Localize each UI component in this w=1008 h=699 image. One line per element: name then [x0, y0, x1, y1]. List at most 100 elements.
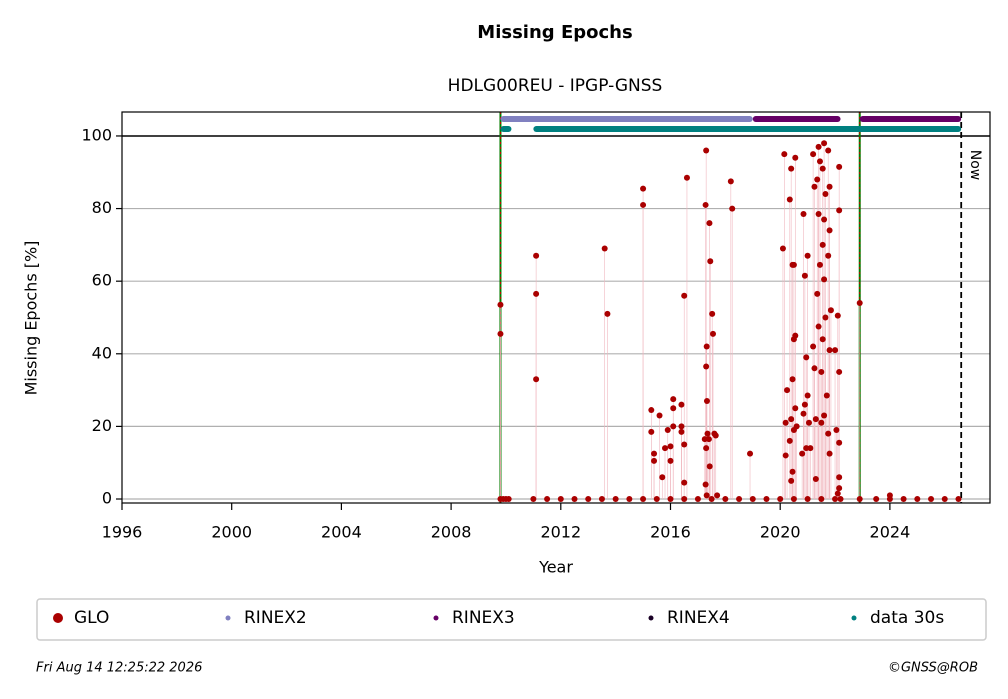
point: [788, 416, 795, 423]
point: [821, 140, 828, 147]
point: [664, 427, 671, 434]
span-bar: [500, 126, 512, 132]
point: [712, 432, 719, 439]
point: [667, 443, 674, 450]
legend-label: data 30s: [870, 608, 944, 628]
point: [702, 201, 709, 208]
point: [955, 496, 962, 503]
point: [788, 165, 795, 172]
point: [836, 439, 843, 446]
point: [667, 457, 674, 464]
point: [786, 196, 793, 203]
point: [800, 211, 807, 218]
legend-marker: [433, 615, 439, 621]
point: [703, 445, 710, 452]
point: [800, 410, 807, 417]
point: [821, 412, 828, 419]
point: [626, 496, 633, 503]
y-tick-label: 100: [81, 125, 112, 144]
point: [799, 450, 806, 457]
point: [678, 428, 685, 435]
legend-box: [36, 598, 987, 641]
point: [886, 496, 893, 503]
point: [805, 419, 812, 426]
x-tick-label: 2024: [870, 523, 911, 542]
y-tick-label: 20: [92, 416, 112, 435]
point: [706, 463, 713, 470]
point: [683, 174, 690, 181]
point: [823, 392, 830, 399]
point: [803, 445, 810, 452]
point: [781, 151, 788, 158]
point: [836, 368, 843, 375]
point: [826, 347, 833, 354]
point: [825, 430, 832, 437]
point: [789, 468, 796, 475]
x-axis-label: Year: [538, 558, 573, 577]
point: [704, 430, 711, 437]
point: [533, 290, 540, 297]
point: [837, 496, 844, 503]
point: [497, 330, 504, 337]
legend-label: RINEX3: [452, 608, 515, 628]
point: [530, 496, 537, 503]
point: [763, 496, 770, 503]
point: [659, 474, 666, 481]
point: [604, 310, 611, 317]
point: [681, 496, 688, 503]
point: [656, 412, 663, 419]
point: [825, 147, 832, 154]
point: [782, 419, 789, 426]
point: [836, 207, 843, 214]
plot-frame: [121, 111, 991, 504]
point: [777, 496, 784, 503]
point: [585, 496, 592, 503]
point: [670, 396, 677, 403]
point: [826, 227, 833, 234]
x-tick-label: 2020: [760, 523, 801, 542]
legend-marker: [851, 615, 857, 621]
point: [801, 401, 808, 408]
point: [801, 272, 808, 279]
y-axis-label: Missing Epochs [%]: [22, 241, 41, 396]
point: [640, 496, 647, 503]
point: [826, 450, 833, 457]
point: [807, 445, 814, 452]
legend-label: RINEX2: [244, 608, 307, 628]
legend-label: GLO: [74, 608, 109, 628]
point: [702, 481, 709, 488]
legend-marker: [53, 613, 63, 623]
point: [670, 423, 677, 430]
point: [544, 496, 551, 503]
point: [856, 496, 863, 503]
point: [705, 436, 712, 443]
point: [648, 428, 655, 435]
point: [703, 343, 710, 350]
point: [648, 407, 655, 414]
point: [815, 211, 822, 218]
point: [818, 496, 825, 503]
point: [827, 307, 834, 314]
span-bar: [752, 116, 841, 122]
x-tick-label: 1996: [102, 523, 143, 542]
point: [662, 445, 669, 452]
x-tick-label: 2012: [540, 523, 581, 542]
point: [833, 427, 840, 434]
legend-label: RINEX4: [667, 608, 730, 628]
point: [706, 220, 713, 227]
point: [670, 405, 677, 412]
point: [793, 423, 800, 430]
point: [811, 183, 818, 190]
x-tick-label: 2000: [211, 523, 252, 542]
point: [681, 441, 688, 448]
point: [601, 245, 608, 252]
point: [914, 496, 921, 503]
point: [834, 490, 841, 497]
point: [790, 336, 797, 343]
point: [822, 314, 829, 321]
point: [533, 376, 540, 383]
point: [782, 452, 789, 459]
span-bar: [533, 126, 962, 132]
